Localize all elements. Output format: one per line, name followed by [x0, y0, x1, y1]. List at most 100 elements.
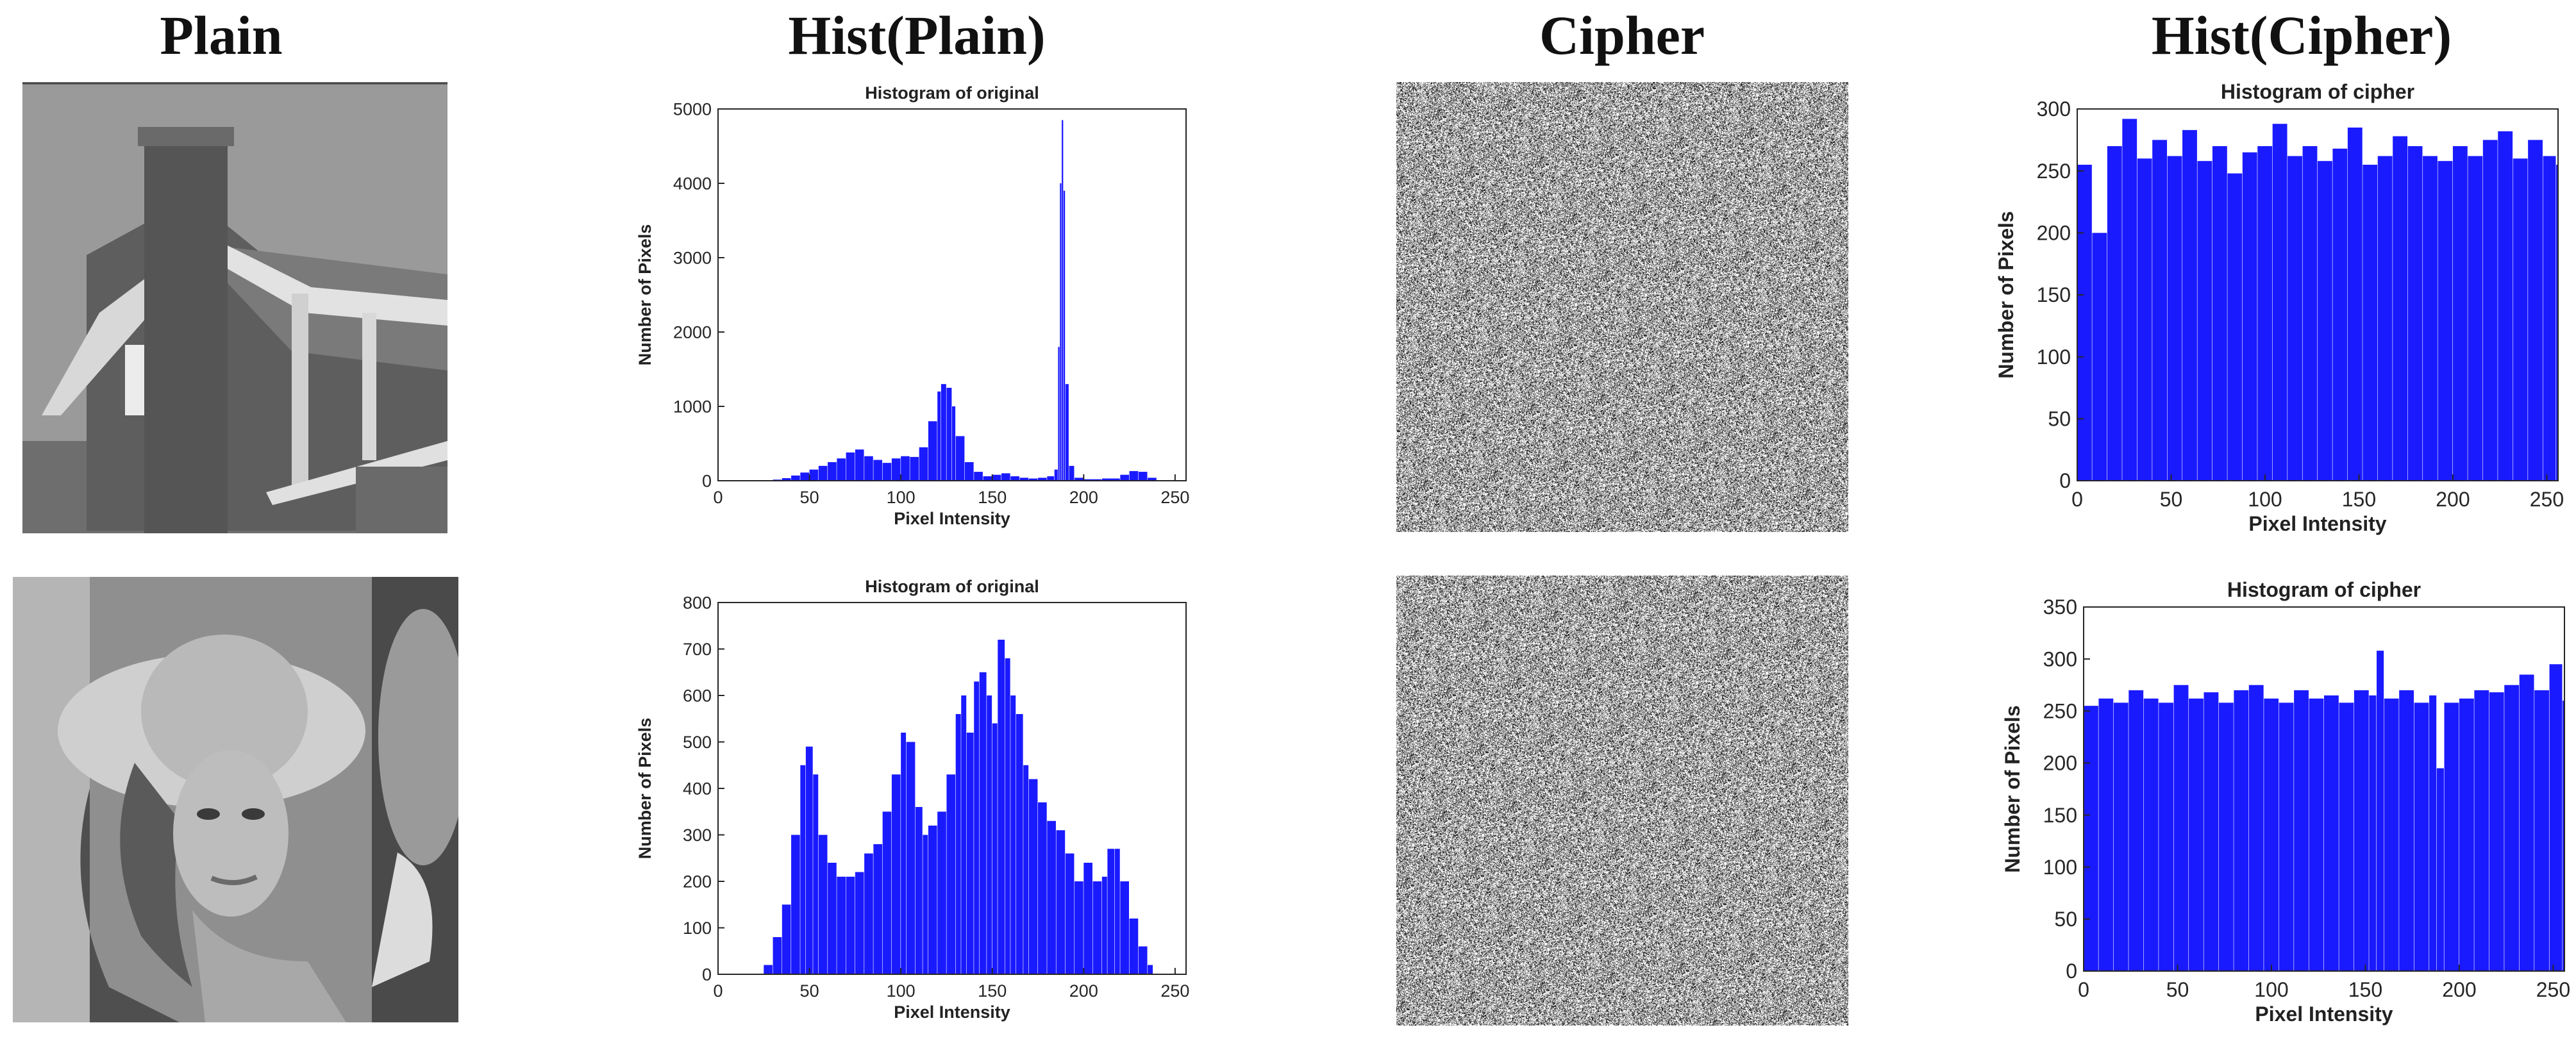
hist-bar [2468, 156, 2483, 481]
x-tick-label: 100 [887, 981, 916, 1001]
x-axis-label: Pixel Intensity [2255, 1002, 2393, 1026]
hist-bar [2122, 119, 2137, 481]
hist-bar [1038, 802, 1047, 974]
hist-plain-house-plot: Histogram of original 0 50 100 150 200 250 0 100… [635, 83, 1189, 528]
y-tick-label: 100 [2037, 345, 2071, 369]
hist-bar [2279, 703, 2294, 971]
x-tick-label: 0 [713, 981, 723, 1001]
hist-bar [1058, 347, 1060, 481]
hist-bar [2504, 685, 2520, 971]
hist-cipher-lena-plot: Histogram of cipher 0 50 100 150 200 250 0 50 100… [2001, 578, 2570, 1026]
hist-bar [992, 474, 1001, 481]
cipher-image-lena [1396, 576, 1848, 1026]
hist-bar [2393, 136, 2408, 481]
hist-bar [1063, 190, 1066, 481]
hist-bar [1047, 820, 1056, 974]
hist-bar [873, 460, 883, 481]
hist-bar [1107, 849, 1115, 974]
hist-bar [1060, 183, 1062, 481]
hist-bar [2407, 146, 2423, 481]
hist-bar [1138, 946, 1148, 974]
y-axis-label: Number of Pixels [635, 718, 655, 860]
cipher-image-house [1396, 82, 1848, 532]
header-plain: Plain [160, 4, 283, 66]
hist-bar [2152, 140, 2168, 481]
y-axis-label: Number of Pixels [2001, 705, 2024, 872]
x-tick-label: 50 [2166, 978, 2189, 1001]
hist-bar [837, 876, 846, 974]
y-tick-label: 800 [683, 593, 712, 612]
hist-bar [1120, 474, 1130, 481]
y-tick-label: 300 [2043, 647, 2077, 670]
x-tick-label: 250 [1160, 981, 1189, 1001]
hist-bar [2519, 674, 2534, 971]
hist-bar [2556, 165, 2558, 481]
hist-bar [1075, 881, 1083, 974]
hist-bar [2092, 233, 2107, 481]
hist-bar [1129, 470, 1139, 481]
hist-plain-lena-panel: Histogram of original 0 50 100 150 200 250 0 100… [631, 574, 1202, 1042]
hist-bar [919, 447, 928, 481]
hist-bar [2363, 165, 2378, 481]
hist-bar [1129, 919, 1139, 974]
hist-bar [1065, 853, 1075, 974]
x-tick-label: 200 [1069, 488, 1098, 507]
hist-bar [855, 449, 864, 481]
hist-bar [1069, 465, 1075, 481]
hist-bar [864, 456, 873, 481]
hist-bar [2242, 152, 2257, 481]
hist-bar [2143, 698, 2159, 971]
hist-bar [906, 742, 916, 974]
hist-cipher-house-panel: Histogram of cipher 0 50 100 150 200 250 0 50 100… [1995, 80, 2571, 548]
hist-bar [2474, 690, 2489, 971]
y-tick-label: 100 [683, 919, 712, 938]
hist-bar [1010, 695, 1016, 974]
hist-bar [2113, 703, 2129, 971]
hist-bar [1075, 478, 1083, 481]
hist-bar [2399, 690, 2414, 971]
hist-bar [2549, 664, 2563, 971]
hist-bar [2438, 161, 2453, 481]
x-axis-label: Pixel Intensity [2248, 512, 2386, 535]
hist-bar [782, 478, 791, 481]
hist-bar [2257, 146, 2273, 481]
hist-bar [955, 714, 961, 974]
hist-bar [2324, 695, 2339, 971]
hist-bar [1101, 478, 1120, 481]
hist-bar [928, 421, 937, 481]
hist-bar [800, 765, 806, 974]
hist-bar [952, 406, 956, 481]
x-tick-label: 200 [2436, 488, 2470, 511]
hist-bar [987, 695, 992, 974]
y-tick-label: 0 [702, 471, 712, 490]
hist-bar [992, 723, 998, 974]
x-tick-label: 100 [2248, 488, 2282, 511]
x-tick-label: 50 [800, 981, 819, 1001]
x-tick-label: 250 [2530, 488, 2564, 511]
hist-bar [2377, 156, 2393, 481]
hist-bar [2384, 698, 2399, 971]
x-tick-label: 150 [978, 488, 1007, 507]
hist-bar [809, 469, 819, 481]
hist-bar [2077, 165, 2092, 481]
x-tick-label: 50 [2160, 488, 2183, 511]
hist-bar [800, 472, 809, 481]
hist-bar [2248, 685, 2264, 971]
y-tick-label: 200 [683, 872, 712, 891]
chart-title: Histogram of original [865, 577, 1039, 596]
hist-bar [901, 733, 907, 974]
y-tick-label: 600 [683, 686, 712, 705]
hist-bar [1092, 881, 1102, 974]
hist-bar [2563, 701, 2564, 971]
hist-bar [915, 807, 923, 974]
y-tick-label: 150 [2043, 804, 2077, 827]
hist-bar [923, 835, 928, 974]
hist-bar [961, 695, 967, 974]
header-hist-plain: Hist(Plain) [788, 4, 1046, 66]
header-cipher: Cipher [1539, 4, 1705, 66]
hist-bar [855, 872, 864, 974]
hist-bar [813, 774, 819, 974]
hist-bar [2444, 703, 2459, 971]
hist-bar [1016, 714, 1023, 974]
hist-bar [1065, 384, 1069, 481]
